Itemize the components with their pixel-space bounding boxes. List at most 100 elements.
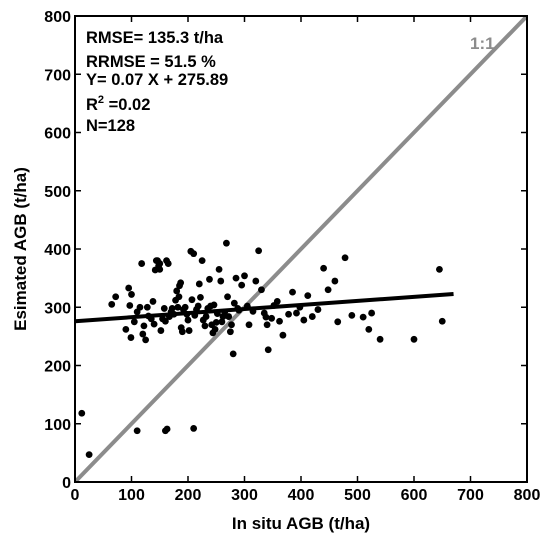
data-point [264,346,272,354]
data-point [190,425,198,432]
r-squared-text: R2 =0.02 [86,94,150,114]
data-point [188,296,196,304]
data-point [150,320,158,328]
rrmse-text: RRMSE = 51.5 % [86,53,216,71]
data-point [128,291,135,298]
data-point [133,427,141,435]
x-tick-label: 200 [175,487,202,504]
data-point [108,300,116,308]
data-point [157,327,165,334]
data-point [331,277,339,285]
y-tick-label: 500 [44,184,71,201]
data-point [304,292,312,299]
data-point [173,287,181,295]
data-point [436,265,443,273]
x-tick-label: 0 [71,487,80,504]
data-point [238,281,246,289]
data-point [163,425,171,433]
data-point [149,298,157,305]
data-point [226,328,234,336]
data-point [359,313,367,321]
x-tick-label: 300 [231,487,258,504]
r-squared-value: =0.02 [104,96,150,114]
data-point [201,322,209,330]
data-point [229,350,237,358]
data-point [438,317,446,325]
data-point [285,310,292,318]
data-point [177,279,185,287]
data-point [198,257,206,265]
y-tick-label: 400 [44,242,71,259]
reference-line-label: 1:1 [470,34,495,53]
data-point [130,318,138,326]
data-point [252,277,260,285]
data-point [125,284,133,292]
data-point [289,288,296,296]
data-point [162,317,169,325]
data-point [143,303,151,311]
data-point [268,314,276,322]
rmse-text: RMSE= 135.3 t/ha [86,29,224,47]
data-point [218,318,226,326]
data-point [85,451,93,459]
data-point [139,330,147,338]
y-tick-label: 700 [44,67,71,84]
data-point [293,309,300,317]
data-point [217,277,225,285]
data-point [334,318,342,326]
data-point [206,275,213,283]
reference-line-1to1 [75,16,527,482]
y-tick-label: 200 [44,359,71,376]
x-tick-label: 800 [514,487,541,504]
data-point [136,303,144,311]
data-point [78,409,86,417]
r-squared-symbol: R [86,96,98,114]
data-point [230,299,238,307]
x-axis-title: In situ AGB (t/ha) [232,514,370,533]
data-point [122,325,130,333]
data-point [300,316,308,324]
y-tick-label: 600 [44,126,71,143]
data-point [190,250,198,258]
data-point [232,274,240,282]
data-point [410,335,418,343]
data-point [140,322,148,330]
data-point [324,286,332,294]
data-point [241,272,248,280]
data-point [223,239,230,247]
x-tick-label: 100 [118,487,145,504]
data-point [348,312,356,319]
data-point [142,336,150,344]
data-point [138,260,146,267]
data-point [341,254,349,262]
x-tick-label: 400 [288,487,315,504]
y-tick-label: 0 [62,475,71,492]
y-tick-label: 300 [44,300,71,317]
data-point [210,301,218,309]
data-point [184,316,192,324]
data-point [127,334,135,341]
data-point [126,302,134,309]
x-tick-label: 500 [344,487,371,504]
data-point [279,331,287,339]
data-point [225,313,233,320]
data-point [255,247,263,255]
regression-line [75,291,454,324]
data-point [156,265,164,273]
data-point [194,302,202,310]
data-point [276,317,283,325]
data-point [320,264,327,272]
data-point [156,260,164,267]
data-point [228,321,235,329]
data-point [185,327,193,334]
y-axis-title: Esimated AGB (t/ha) [11,167,30,331]
equation-text: Y= 0.07 X + 275.89 [86,71,228,89]
x-tick-label: 600 [401,487,428,504]
data-point [181,303,189,311]
data-point [202,313,210,320]
data-point [273,298,281,305]
data-point [164,260,172,267]
data-point [376,335,384,343]
data-point [212,318,220,326]
